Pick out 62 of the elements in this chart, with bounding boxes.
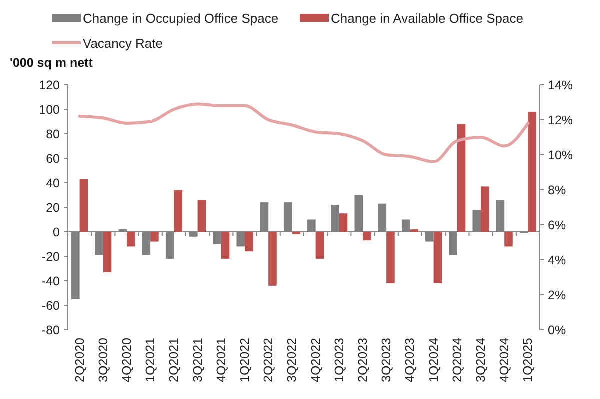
y2-tick-label: 8% — [548, 183, 566, 198]
x-tick-label: 2Q2023 — [356, 338, 370, 382]
x-tick-label: 1Q2024 — [426, 338, 441, 382]
y2-tick-label: 10% — [548, 148, 574, 162]
y-tick-label: -80 — [42, 323, 60, 338]
y2-tick-label: 6% — [548, 218, 566, 232]
y2-tick-label: 0% — [548, 323, 566, 338]
y-tick-label: 60 — [46, 152, 60, 166]
bar — [339, 214, 348, 232]
bar — [481, 186, 490, 232]
bar — [386, 232, 395, 284]
x-tick-label: 3Q2022 — [285, 338, 300, 382]
y-axis-title: '000 sq m nett — [10, 56, 94, 70]
x-tick-label: 1Q2025 — [521, 338, 536, 382]
bar — [103, 232, 112, 272]
y-tick-label: 40 — [46, 176, 60, 190]
legend-label: Change in Available Office Space — [331, 11, 524, 26]
x-tick-label: 1Q2021 — [144, 338, 158, 382]
bar — [221, 232, 230, 259]
bar — [80, 179, 88, 232]
x-tick-label: 3Q2024 — [474, 338, 488, 382]
bar — [268, 232, 277, 286]
y2-tick-label: 12% — [548, 113, 574, 128]
bar — [434, 232, 442, 284]
x-tick-label: 2Q2022 — [262, 338, 276, 382]
y-tick-label: 120 — [39, 78, 60, 92]
legend-label: Change in Occupied Office Space — [83, 11, 279, 26]
bar — [198, 200, 206, 232]
x-tick-label: 3Q2020 — [96, 338, 110, 382]
x-tick-label: 1Q2023 — [332, 338, 346, 382]
bar — [150, 232, 159, 242]
x-tick-label: 4Q2022 — [308, 338, 323, 382]
x-tick-label: 2Q2020 — [72, 338, 87, 382]
bar — [127, 232, 136, 247]
y2-tick-label: 14% — [548, 78, 574, 92]
x-tick-label: 4Q2023 — [403, 338, 418, 382]
y2-tick-label: 4% — [548, 253, 566, 268]
line-series — [78, 102, 530, 164]
x-tick-label: 3Q2023 — [380, 338, 394, 382]
bar — [174, 190, 182, 232]
y-tick-label: 0 — [53, 225, 60, 240]
bar — [363, 232, 372, 241]
y-tick-label: 20 — [46, 200, 60, 215]
y2-tick-label: 2% — [548, 288, 566, 302]
x-tick-label: 4Q2020 — [120, 338, 134, 382]
x-tick-label: 3Q2021 — [190, 338, 205, 382]
y-tick-label: 100 — [39, 102, 60, 117]
x-tick-label: 2Q2021 — [167, 338, 182, 382]
y-tick-label: -40 — [42, 274, 60, 288]
y-tick-label: -60 — [42, 298, 60, 313]
legend-label: Vacancy Rate — [83, 36, 163, 51]
bar — [457, 124, 466, 232]
y-tick-label: -20 — [42, 250, 60, 264]
x-tick-label: 2Q2024 — [450, 338, 464, 382]
bar — [528, 112, 536, 232]
x-tick-label: 4Q2021 — [214, 338, 228, 382]
bar — [245, 232, 254, 252]
bar — [504, 232, 513, 247]
x-tick-label: 4Q2024 — [498, 338, 512, 382]
y-tick-label: 80 — [46, 127, 60, 142]
bar — [316, 232, 324, 259]
x-tick-label: 1Q2022 — [238, 338, 252, 382]
